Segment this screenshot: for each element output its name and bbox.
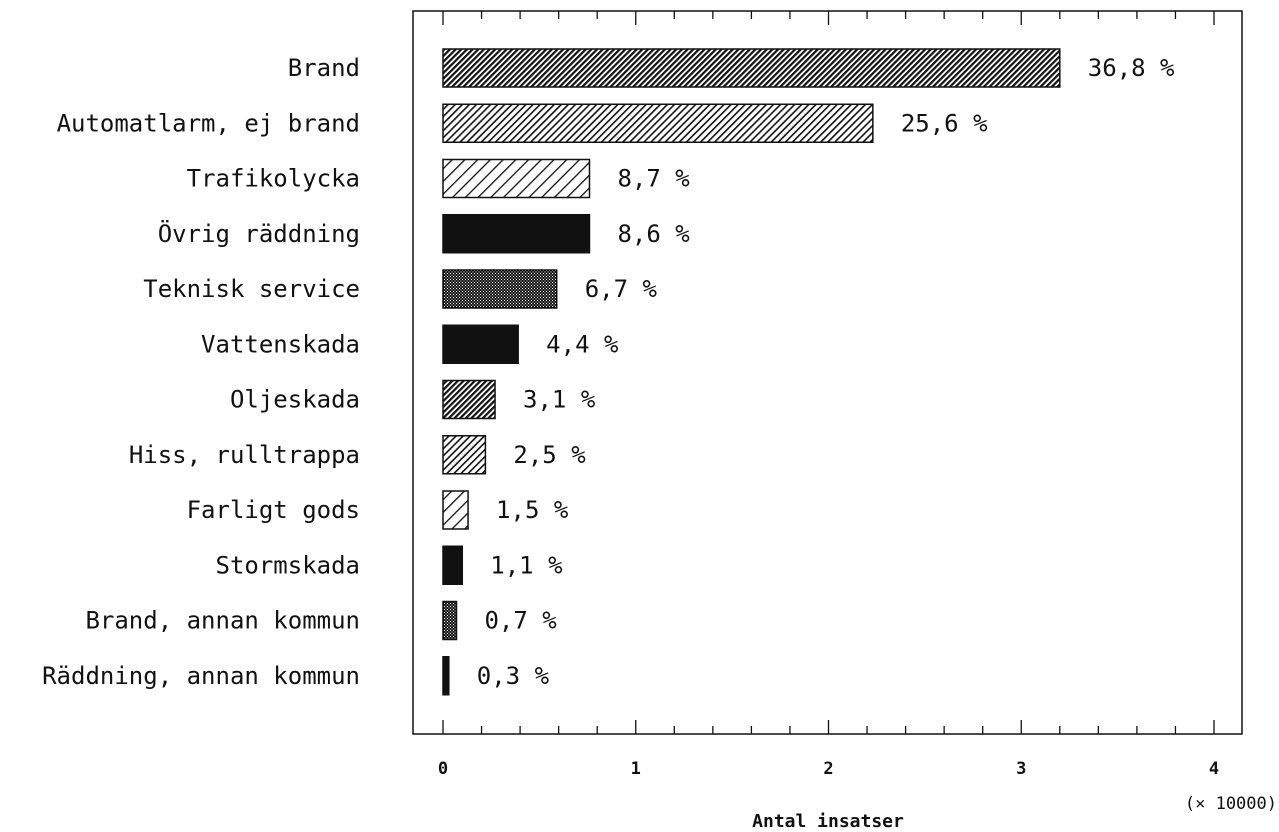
category-label: Trafikolycka — [187, 165, 360, 193]
value-label: 0,7 % — [484, 607, 557, 635]
category-label: Stormskada — [216, 551, 361, 579]
x-tick-label: 0 — [438, 759, 448, 779]
x-tick-label: 3 — [1016, 759, 1026, 779]
bars-group — [442, 48, 1061, 696]
bar — [442, 214, 591, 254]
value-label: 8,7 % — [617, 165, 690, 193]
category-label: Övrig räddning — [158, 219, 360, 248]
category-label: Brand — [288, 54, 360, 82]
category-label: Vattenskada — [201, 330, 360, 358]
value-label: 1,1 % — [490, 551, 563, 579]
bar — [442, 490, 469, 530]
category-label: Teknisk service — [143, 275, 360, 303]
bar — [442, 324, 519, 364]
value-label: 3,1 % — [523, 386, 596, 414]
category-label: Automatlarm, ej brand — [57, 109, 360, 137]
x-axis-multiplier-label: (× 10000) — [1185, 794, 1277, 814]
bar — [442, 158, 591, 199]
bar — [442, 269, 558, 309]
value-label: 0,3 % — [477, 662, 550, 690]
category-label: Brand, annan kommun — [85, 607, 360, 635]
bar — [442, 48, 1061, 88]
category-label: Hiss, rulltrappa — [129, 441, 360, 469]
value-label: 8,6 % — [617, 220, 690, 248]
value-label: 1,5 % — [496, 496, 569, 524]
value-label: 4,4 % — [546, 330, 619, 358]
value-label: 6,7 % — [585, 275, 658, 303]
bar — [442, 435, 487, 475]
x-axis-ticks — [442, 11, 1215, 734]
plot-frame — [412, 10, 1243, 735]
x-tick-label: 4 — [1209, 759, 1219, 779]
bar — [442, 545, 464, 585]
category-label: Räddning, annan kommun — [42, 662, 360, 690]
labels-group: 0 1 2 3 4 Brand 36,8 % Automatlarm, ej brand 25,… — [42, 54, 1219, 779]
x-tick-label: 1 — [631, 759, 641, 779]
category-label: Farligt gods — [187, 496, 360, 524]
x-axis-label: Antal insatser — [752, 811, 904, 832]
bar — [442, 656, 450, 696]
value-label: 25,6 % — [901, 109, 988, 137]
bar — [442, 600, 458, 641]
bar — [442, 103, 874, 143]
x-tick-label: 2 — [823, 759, 833, 779]
value-label: 36,8 % — [1088, 54, 1175, 82]
category-label: Oljeskada — [230, 386, 360, 414]
value-label: 2,5 % — [513, 441, 586, 469]
bar — [442, 379, 496, 420]
